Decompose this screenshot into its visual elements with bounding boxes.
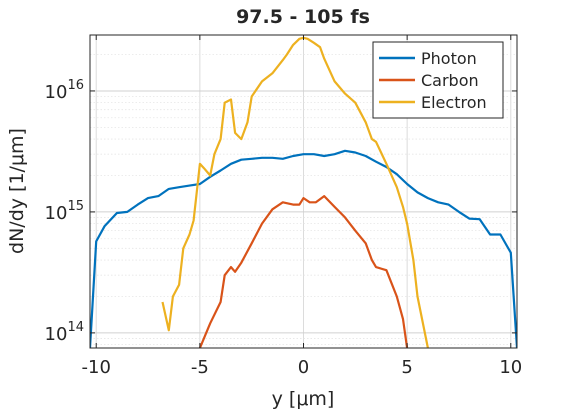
y-axis-label: dN/dy [1/μm] — [6, 128, 28, 254]
y-tick-label: 1014 — [45, 320, 84, 345]
y-tick-exponent: 16 — [67, 78, 84, 93]
x-tick-label: 0 — [298, 357, 309, 378]
chart-title: 97.5 - 105 fs — [236, 6, 370, 28]
series-line-carbon — [198, 195, 409, 348]
x-tick-label: -10 — [82, 357, 111, 378]
legend-label-photon: Photon — [421, 49, 477, 68]
grid-layer — [90, 35, 517, 348]
x-tick-label: -5 — [191, 357, 209, 378]
x-tick-label: 5 — [401, 357, 412, 378]
y-tick-exponent: 14 — [67, 320, 84, 335]
legend: Photon Carbon Electron — [372, 41, 504, 119]
series-line-photon — [90, 149, 517, 348]
x-axis-label: y [μm] — [272, 388, 335, 410]
legend-label-carbon: Carbon — [421, 71, 479, 90]
series-layer — [90, 36, 517, 348]
legend-label-electron: Electron — [421, 93, 487, 112]
y-tick-label: 1015 — [45, 199, 84, 224]
y-tick-exponent: 15 — [67, 199, 84, 214]
x-tick-label: 10 — [499, 357, 522, 378]
series-line-electron — [161, 36, 429, 348]
